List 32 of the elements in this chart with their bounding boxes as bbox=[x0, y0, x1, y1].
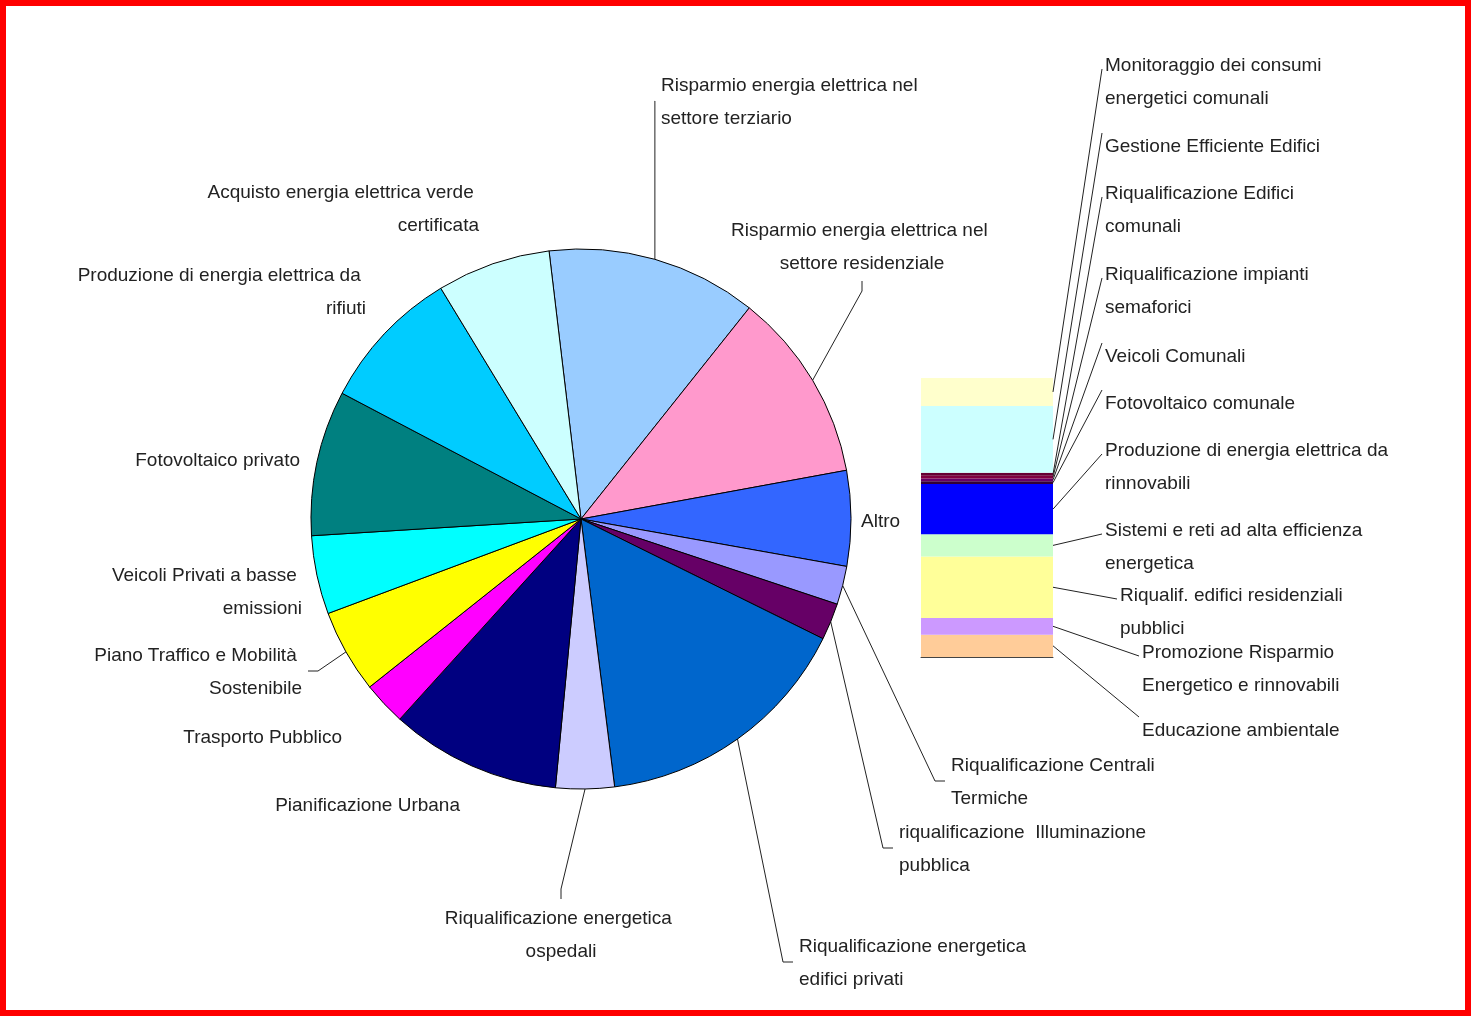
slice-label: Fotovoltaico privato bbox=[135, 448, 300, 470]
slice-label: Acquisto energia elettrica verde certificata bbox=[207, 181, 480, 235]
bar bbox=[921, 534, 1053, 557]
bar bbox=[921, 634, 1053, 657]
slice-label: Altro bbox=[861, 509, 901, 531]
slice-label: Pianificazione Urbana bbox=[275, 793, 461, 815]
bar bbox=[921, 617, 1053, 635]
text: Fotovoltaico comunale bbox=[1105, 391, 1296, 413]
slice-label: Risparmio energia elettrica nel settore terziario bbox=[661, 74, 923, 128]
slice-label: Risparmio energia elettrica nel settore residenziale bbox=[731, 219, 993, 273]
text: Promozione Risparmio Energetico e rinnovabili bbox=[1142, 641, 1340, 695]
bar bbox=[921, 556, 1053, 618]
slice-label: riqualificazione Illuminazione pubblica bbox=[899, 821, 1152, 875]
slice-label: Riqualificazione Centrali Termiche bbox=[951, 754, 1161, 808]
bar bbox=[921, 484, 1053, 535]
slice-label: Veicoli Privati a basse emissioni bbox=[111, 564, 302, 618]
text: Riqualif. edifici residenziali pubblici bbox=[1120, 584, 1349, 638]
text: Riqualificazione impianti semaforici bbox=[1105, 263, 1315, 317]
bar bbox=[921, 405, 1053, 473]
text: Veicoli Comunali bbox=[1105, 344, 1246, 366]
text: Monitoraggio dei consumi energetici comunali bbox=[1105, 54, 1327, 108]
text: Produzione di energia elettrica da rinnovabili bbox=[1105, 439, 1394, 493]
text: Gestione Efficiente Edifici bbox=[1105, 134, 1321, 156]
slice-label: Riqualificazione energetica edifici privati bbox=[799, 935, 1032, 989]
slice-label: Produzione di energia elettrica da rifiuti bbox=[77, 264, 366, 318]
text: Riqualificazione Edifici comunali bbox=[1105, 182, 1300, 236]
slice-label: Piano Traffico e Mobilità Sostenibile bbox=[94, 644, 302, 698]
slice-label: Riqualificazione energetica ospedali bbox=[444, 907, 678, 961]
bar bbox=[921, 378, 1053, 406]
slice-label: Trasporto Pubblico bbox=[183, 725, 342, 747]
text: Sistemi e reti ad alta efficienza energetica bbox=[1105, 519, 1368, 573]
text: Educazione ambientale bbox=[1142, 718, 1340, 740]
